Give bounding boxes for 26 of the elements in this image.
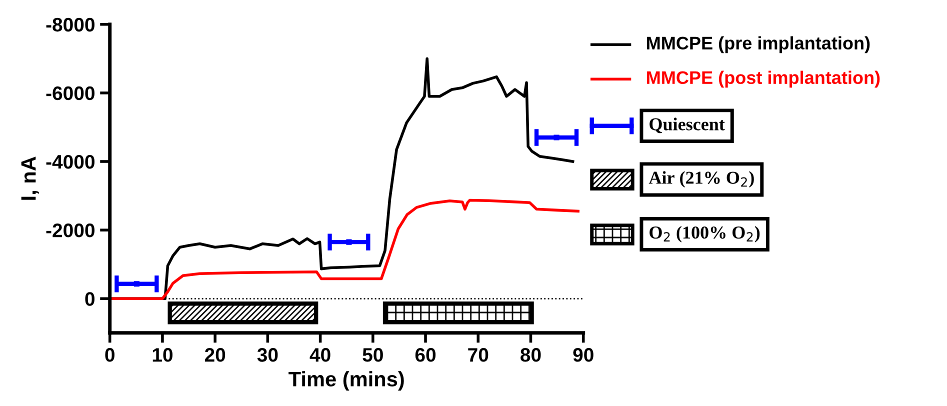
legend-label: Quiescent <box>650 118 725 134</box>
x-tick-label: 60 <box>415 348 436 362</box>
y-tick-label: -2000 <box>46 224 94 238</box>
legend-label: Air (21% O$_{2}$) <box>648 171 754 188</box>
point <box>554 134 560 140</box>
x-tick-label: 50 <box>362 348 383 362</box>
y-tick-label: 0 <box>85 292 94 306</box>
point <box>134 281 140 287</box>
y-tick-label: -6000 <box>46 86 94 100</box>
legend-label: O$_{2}$ (100% O$_{2}$) <box>650 226 760 242</box>
x-axis-title: Time (mins) <box>288 371 404 391</box>
y-axis-title: I, nA <box>21 156 39 200</box>
x-tick-label: 30 <box>257 348 278 362</box>
legend-label: MMCPE (post implantation) <box>647 70 880 88</box>
x-tick-label: 70 <box>468 348 488 362</box>
x-tick-label: 0 <box>105 348 114 362</box>
point <box>346 239 352 245</box>
x-tick-label: 90 <box>573 348 594 362</box>
y-tick-label: -8000 <box>46 18 94 32</box>
line-series <box>110 198 580 300</box>
x-tick-label: 80 <box>520 348 541 362</box>
x-tick-label: 10 <box>152 348 172 362</box>
legend-label: MMCPE (pre implantation) <box>647 36 870 54</box>
x-tick-label: 40 <box>310 348 330 362</box>
x-tick-label: 20 <box>204 348 226 362</box>
y-tick-label: -4000 <box>46 154 94 169</box>
